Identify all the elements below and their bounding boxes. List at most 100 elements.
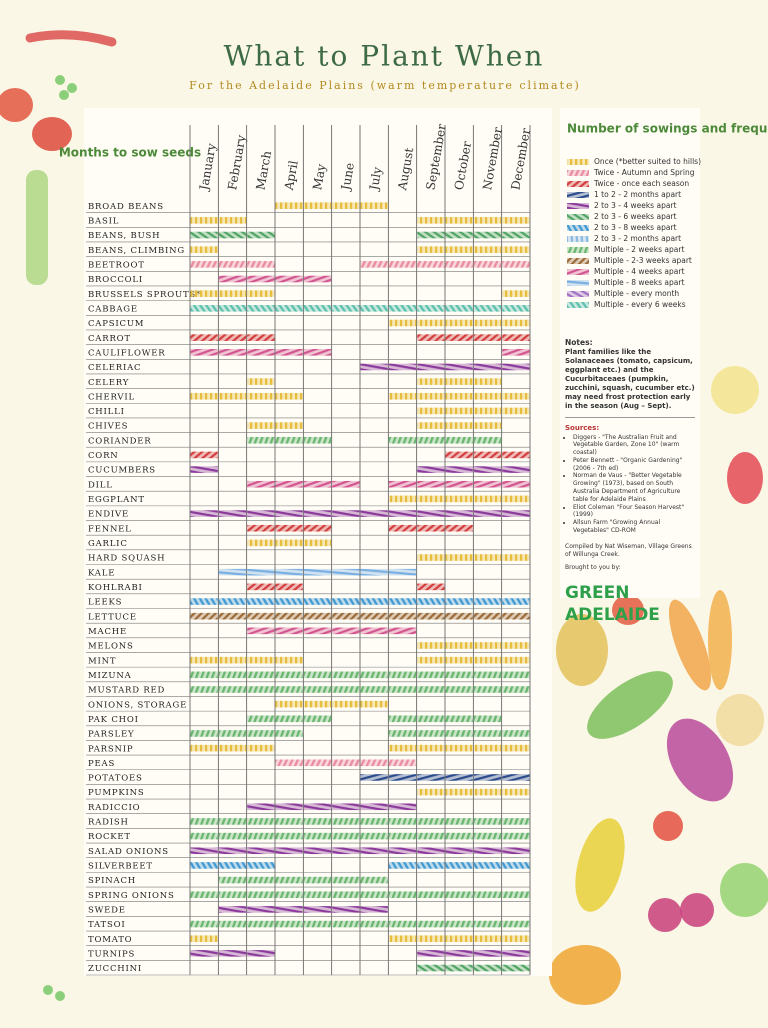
sowing-bar — [473, 671, 502, 679]
sowing-bar — [360, 305, 388, 312]
sowing-bar — [247, 422, 275, 429]
sowing-bar — [445, 832, 473, 840]
row-label: Beans, bush — [88, 231, 160, 241]
sowing-bar — [473, 715, 502, 723]
sowing-bar — [360, 598, 388, 605]
sowing-bar — [247, 730, 275, 737]
row-label: Lettuce — [88, 612, 137, 622]
sowing-bar — [247, 378, 275, 385]
sowing-bar — [388, 568, 417, 576]
legend-swatch — [567, 181, 589, 187]
sowing-bar — [218, 334, 247, 341]
sowing-bar — [473, 598, 502, 605]
sowing-bar — [445, 774, 473, 781]
sowing-bar — [417, 217, 445, 224]
sowing-bar — [473, 378, 502, 385]
sowing-bar — [332, 627, 360, 635]
sowing-bar — [190, 818, 218, 825]
legend-swatch — [567, 203, 589, 209]
sowing-bar — [360, 627, 388, 635]
sowing-bar — [445, 862, 473, 869]
sowing-bar — [360, 700, 388, 708]
sowing-bar — [247, 392, 275, 400]
sowing-bar — [445, 598, 473, 605]
sowing-bar — [445, 334, 473, 341]
row-label: Spring onions — [88, 891, 175, 901]
row-label: Turnips — [88, 950, 135, 960]
source: Norman de Vaus - "Better Vegetable Growi… — [573, 472, 695, 503]
sowing-bar — [417, 788, 445, 796]
row-label: Beetroot — [88, 260, 145, 270]
row-label: Chives — [88, 422, 128, 432]
sowing-bar — [360, 832, 388, 840]
sowing-bar — [473, 319, 502, 327]
sowing-bar — [445, 319, 473, 327]
sowing-bar — [445, 964, 473, 972]
sowing-bar — [332, 686, 360, 693]
sowing-bar — [247, 524, 275, 532]
sowing-bar — [275, 730, 303, 737]
sowing-bar — [473, 891, 502, 899]
sowing-bar — [190, 246, 218, 253]
sowing-bar — [275, 671, 303, 679]
sowing-bar — [275, 906, 303, 913]
legend-label: 2 to 3 - 2 months apart — [594, 234, 681, 243]
sources-list: Diggers - "The Australian Fruit and Vege… — [565, 434, 695, 535]
sowing-bar — [247, 436, 275, 444]
sowing-bar — [218, 656, 247, 664]
sowing-bar — [275, 686, 303, 693]
sowing-bar — [218, 832, 247, 840]
sowing-bar — [445, 950, 473, 957]
row-label: Pak choi — [88, 715, 139, 725]
sources-heading: Sources: — [565, 424, 600, 433]
sowing-bar — [275, 305, 303, 312]
sowing-bar — [275, 598, 303, 605]
sowing-bar — [445, 495, 473, 503]
sowing-bar — [247, 656, 275, 664]
sowing-bar — [303, 671, 332, 679]
sowing-bar — [275, 539, 303, 547]
sowing-bar — [473, 407, 502, 415]
sowing-bar — [218, 876, 247, 884]
sowing-bar — [502, 656, 530, 664]
sowing-bar — [445, 451, 473, 459]
sowing-bar — [218, 862, 247, 869]
sowing-bar — [332, 598, 360, 605]
sowing-bar — [388, 715, 417, 723]
sowing-bar — [502, 686, 530, 693]
legend-swatch — [567, 291, 589, 297]
sowing-bar — [218, 686, 247, 693]
sowing-bar — [417, 656, 445, 664]
sowing-bar — [502, 334, 530, 341]
row-label: Rocket — [88, 832, 131, 842]
sowing-bar — [417, 642, 445, 649]
legend-swatch — [567, 159, 589, 165]
sowing-bar — [360, 818, 388, 825]
sowing-bar — [417, 935, 445, 943]
legend-label: 2 to 3 - 6 weeks apart — [594, 212, 677, 221]
sowing-bar — [445, 231, 473, 239]
sowing-bar — [332, 818, 360, 825]
sowing-bar — [360, 759, 388, 767]
sowing-bar — [502, 319, 530, 327]
sowing-bar — [190, 744, 218, 752]
sowing-bar — [303, 803, 332, 811]
sowing-bar — [502, 862, 530, 869]
sowing-bar — [388, 818, 417, 825]
title: What to Plant When — [224, 40, 545, 73]
sowing-bar — [247, 832, 275, 840]
sowing-bar — [388, 480, 417, 488]
sowing-bar — [502, 774, 530, 781]
legend-label: 2 to 3 - 4 weeks apart — [594, 201, 677, 210]
legend-label: Multiple - 4 weeks apart — [594, 267, 684, 276]
sowing-bar — [275, 583, 303, 591]
sowing-bar — [502, 261, 530, 268]
sowing-bar — [388, 392, 417, 400]
sowing-bar — [303, 686, 332, 693]
decorations — [0, 30, 768, 1005]
notes-text: Plant families like the Solanaceaes (tom… — [565, 348, 695, 419]
sowing-bar — [417, 524, 445, 532]
sowing-bar — [303, 906, 332, 913]
sowing-bar — [190, 231, 218, 239]
sowing-bar — [332, 700, 360, 708]
